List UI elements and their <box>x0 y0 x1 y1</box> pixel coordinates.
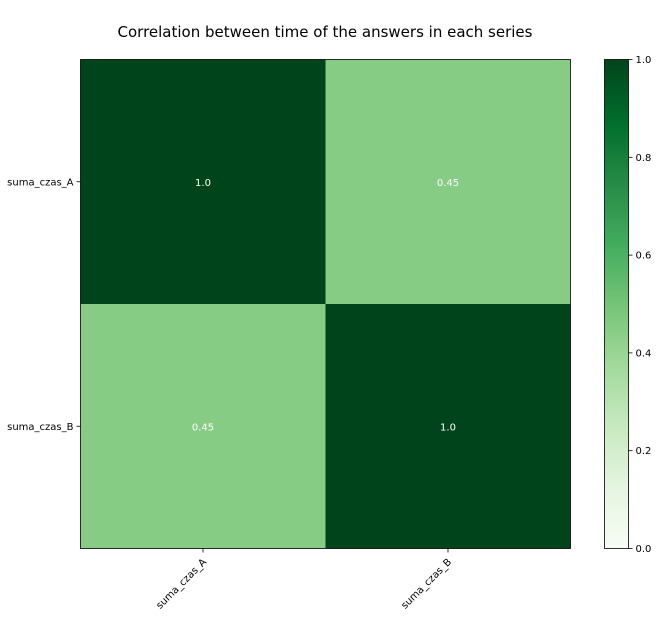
colorbar-ticks: 0.0 0.2 0.4 0.6 0.8 1.0 <box>628 55 652 555</box>
chart-title: Correlation between time of the answers … <box>118 23 533 41</box>
colorbar-tick-label: 1.0 <box>636 55 652 66</box>
x-tick-label: suma_czas_A <box>154 557 209 612</box>
colorbar-tick-label: 0.2 <box>636 446 652 457</box>
cell-value-label: 1.0 <box>195 178 211 189</box>
heatmap-cell <box>325 304 571 549</box>
heatmap-cell <box>325 59 571 304</box>
x-tick-label: suma_czas_B <box>399 557 454 612</box>
cell-value-label: 1.0 <box>440 422 456 433</box>
plot-frame <box>80 59 571 549</box>
colorbar-tick-label: 0.4 <box>636 348 652 359</box>
x-axis-ticks: suma_czas_A suma_czas_B <box>154 548 454 612</box>
y-tick-label: suma_czas_B <box>7 422 74 433</box>
heatmap-cell <box>80 59 326 304</box>
cell-value-label: 0.45 <box>437 178 459 189</box>
colorbar-gradient <box>604 59 629 549</box>
heatmap-cell <box>80 304 326 549</box>
cell-value-label: 0.45 <box>192 422 214 433</box>
heatmap-cells: 1.0 0.45 0.45 1.0 <box>80 59 571 549</box>
colorbar-tick-label: 0.8 <box>636 153 652 164</box>
y-axis-ticks: suma_czas_A suma_czas_B <box>7 177 81 433</box>
y-tick-label: suma_czas_A <box>7 177 74 188</box>
colorbar-tick-label: 0.0 <box>636 544 652 555</box>
colorbar <box>604 59 629 549</box>
colorbar-tick-label: 0.6 <box>636 251 652 262</box>
